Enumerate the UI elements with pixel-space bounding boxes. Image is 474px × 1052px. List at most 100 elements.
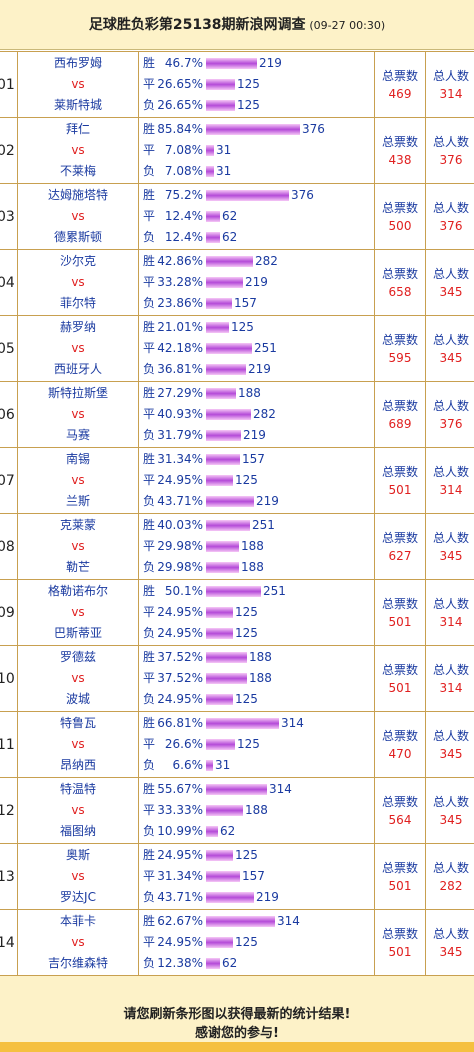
match-row: 04 沙尔克 vs 菲尔特 胜42.86% 282 平33.28% 219 负23.… <box>0 249 474 316</box>
vs-label: vs <box>71 76 85 91</box>
home-team: 格勒诺布尔 <box>47 583 108 598</box>
match-number-cell: 07 <box>0 447 18 514</box>
draw-count: 219 <box>245 274 268 289</box>
vote-bars-cell: 胜 27.29% 188 平 40.93% 282 负 31.79% 219 <box>138 381 375 448</box>
draw-bar <box>206 144 214 156</box>
win-row: 胜 66.81% 314 <box>139 713 374 734</box>
draw-count: 125 <box>237 736 260 751</box>
draw-bar <box>206 210 220 222</box>
draw-row: 平 26.6% 125 <box>139 734 374 755</box>
total-people-cell: 总人数 282 <box>425 843 474 910</box>
vote-bars-cell: 胜 55.67% 314 平 33.33% 188 负 10.99% 62 <box>138 777 375 844</box>
draw-count: 157 <box>242 868 265 883</box>
refresh-notice: 请您刷新条形图以获得最新的统计结果! <box>123 1007 351 1022</box>
total-votes-value: 658 <box>388 284 412 299</box>
draw-label: 平 <box>143 670 156 685</box>
total-votes-value: 501 <box>388 680 412 695</box>
total-votes-cell: 总票数 501 <box>374 447 426 514</box>
loss-count: 125 <box>235 626 258 641</box>
match-row: 08 克莱蒙 vs 勒芒 胜40.03% 251 平29.98% 188 负29.9… <box>0 513 474 580</box>
draw-label: 平 <box>143 472 156 487</box>
away-team: 勒芒 <box>65 560 90 575</box>
vote-bars-cell: 胜 46.7% 219 平 26.65% 125 负 26.65% 125 <box>138 51 375 118</box>
vote-bars-cell: 胜 37.52% 188 平 37.52% 188 负 24.95% 125 <box>138 645 375 712</box>
match-number-cell: 01 <box>0 51 18 118</box>
total-people-value: 345 <box>439 812 463 827</box>
loss-percent: 6.6% <box>172 758 204 773</box>
draw-row: 平 26.65% 125 <box>139 74 374 95</box>
teams-cell: 特温特 vs 福图纳 <box>17 777 139 844</box>
away-team: 莱斯特城 <box>53 98 102 113</box>
total-people-cell: 总人数 345 <box>425 711 474 778</box>
draw-bar <box>206 342 252 354</box>
loss-label: 负 <box>143 296 156 311</box>
total-votes-label: 总票数 <box>381 200 418 215</box>
draw-bar <box>206 870 240 882</box>
total-people-cell: 总人数 376 <box>425 117 474 184</box>
win-bar <box>206 915 275 927</box>
draw-count: 125 <box>237 76 260 91</box>
total-people-label: 总人数 <box>432 398 469 413</box>
loss-count: 219 <box>256 890 279 905</box>
loss-percent: 24.95% <box>157 626 203 641</box>
vote-bars-cell: 胜 31.34% 157 平 24.95% 125 负 43.71% 219 <box>138 447 375 514</box>
loss-count: 157 <box>234 296 257 311</box>
total-people-label: 总人数 <box>432 728 469 743</box>
total-people-cell: 总人数 345 <box>425 249 474 316</box>
draw-bar <box>206 276 243 288</box>
match-row: 10 罗德兹 vs 波城 胜37.52% 188 平37.52% 188 负24.9… <box>0 645 474 712</box>
win-label: 胜 <box>143 451 156 466</box>
draw-count: 125 <box>235 472 258 487</box>
draw-label: 平 <box>143 142 156 157</box>
loss-percent: 24.95% <box>157 692 203 707</box>
loss-row: 负 36.81% 219 <box>139 359 374 380</box>
total-votes-value: 564 <box>388 812 412 827</box>
win-bar <box>206 255 253 267</box>
away-team: 波城 <box>65 692 90 707</box>
total-votes-label: 总票数 <box>381 926 418 941</box>
win-row: 胜 42.86% 282 <box>139 251 374 272</box>
win-row: 胜 24.95% 125 <box>139 845 374 866</box>
draw-label: 平 <box>143 406 156 421</box>
draw-percent: 37.52% <box>157 670 203 685</box>
win-bar <box>206 57 257 69</box>
total-people-label: 总人数 <box>432 926 469 941</box>
teams-cell: 南锡 vs 兰斯 <box>17 447 139 514</box>
loss-label: 负 <box>143 362 156 377</box>
loss-row: 负 12.4% 62 <box>139 227 374 248</box>
draw-count: 125 <box>235 934 258 949</box>
total-people-value: 376 <box>439 218 463 233</box>
total-votes-label: 总票数 <box>381 464 418 479</box>
loss-label: 负 <box>143 626 156 641</box>
away-team: 西班牙人 <box>53 362 102 377</box>
match-number-cell: 10 <box>0 645 18 712</box>
vs-label: vs <box>71 604 85 619</box>
match-row: 06 斯特拉斯堡 vs 马赛 胜27.29% 188 平40.93% 282 负31… <box>0 381 474 448</box>
loss-percent: 36.81% <box>157 362 203 377</box>
draw-label: 平 <box>143 208 156 223</box>
win-row: 胜 37.52% 188 <box>139 647 374 668</box>
total-votes-label: 总票数 <box>381 860 418 875</box>
total-people-cell: 总人数 376 <box>425 381 474 448</box>
win-count: 282 <box>255 253 278 268</box>
loss-row: 负 26.65% 125 <box>139 95 374 116</box>
win-bar <box>206 783 267 795</box>
win-label: 胜 <box>143 319 156 334</box>
loss-bar <box>206 430 241 442</box>
total-people-cell: 总人数 314 <box>425 579 474 646</box>
draw-row: 平 24.95% 125 <box>139 602 374 623</box>
draw-count: 125 <box>235 604 258 619</box>
loss-label: 负 <box>143 428 156 443</box>
win-count: 314 <box>269 781 292 796</box>
away-team: 兰斯 <box>65 494 90 509</box>
home-team: 南锡 <box>65 451 90 466</box>
draw-percent: 33.28% <box>157 274 203 289</box>
draw-row: 平 37.52% 188 <box>139 668 374 689</box>
win-percent: 66.81% <box>157 715 203 730</box>
vs-label: vs <box>71 934 85 949</box>
survey-date: (09-27 00:30) <box>309 19 386 32</box>
draw-bar <box>206 474 233 486</box>
draw-row: 平 31.34% 157 <box>139 866 374 887</box>
away-team: 罗达JC <box>60 890 96 905</box>
total-people-cell: 总人数 314 <box>425 645 474 712</box>
